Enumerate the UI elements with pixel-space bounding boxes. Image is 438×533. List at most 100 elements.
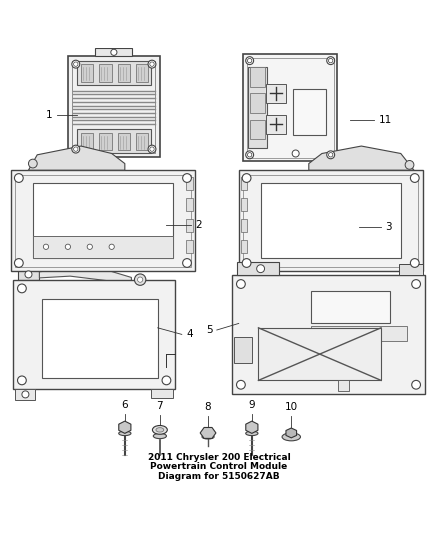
Bar	[239, 170, 423, 271]
Text: Powertrain Control Module: Powertrain Control Module	[150, 462, 288, 471]
Bar	[136, 64, 148, 82]
Circle shape	[237, 280, 245, 288]
Bar	[311, 326, 407, 341]
Bar	[241, 240, 247, 253]
Bar	[186, 240, 193, 253]
Circle shape	[22, 391, 29, 398]
Bar	[234, 336, 252, 363]
Bar	[237, 262, 279, 275]
Bar	[186, 177, 193, 190]
Circle shape	[242, 174, 251, 182]
Bar	[232, 275, 425, 393]
Circle shape	[72, 60, 80, 68]
Circle shape	[72, 145, 80, 153]
Ellipse shape	[202, 435, 214, 439]
Text: 5: 5	[206, 325, 212, 335]
Polygon shape	[200, 427, 216, 439]
Circle shape	[327, 151, 335, 159]
Bar	[33, 236, 173, 258]
Circle shape	[327, 56, 335, 64]
Polygon shape	[286, 428, 297, 438]
Bar	[186, 198, 193, 211]
Bar	[95, 49, 132, 56]
Circle shape	[183, 174, 191, 182]
Bar	[81, 133, 93, 150]
Bar	[399, 264, 423, 275]
Bar	[250, 93, 265, 113]
Bar	[151, 389, 173, 398]
Bar	[15, 174, 191, 266]
Bar	[266, 115, 286, 134]
Bar	[99, 133, 112, 150]
Circle shape	[246, 56, 254, 64]
Text: 10: 10	[285, 402, 298, 412]
Bar	[243, 54, 337, 161]
Bar	[241, 198, 247, 211]
Circle shape	[237, 381, 245, 389]
Bar	[72, 61, 155, 152]
Polygon shape	[309, 146, 414, 170]
Polygon shape	[246, 421, 258, 433]
Circle shape	[410, 259, 419, 268]
Circle shape	[111, 49, 117, 55]
Circle shape	[148, 145, 156, 153]
Ellipse shape	[156, 427, 164, 432]
Circle shape	[14, 174, 23, 182]
Bar	[118, 64, 130, 82]
Polygon shape	[18, 269, 39, 280]
Circle shape	[109, 244, 114, 249]
Circle shape	[18, 376, 26, 385]
Circle shape	[28, 159, 37, 168]
Bar	[261, 183, 401, 258]
Circle shape	[25, 271, 32, 278]
Circle shape	[138, 277, 143, 282]
Bar	[250, 120, 265, 140]
Bar	[250, 67, 265, 87]
Ellipse shape	[153, 433, 166, 439]
Circle shape	[292, 150, 299, 157]
Circle shape	[405, 160, 414, 169]
Circle shape	[162, 376, 171, 385]
Circle shape	[412, 381, 420, 389]
Bar	[293, 89, 326, 135]
Bar	[99, 64, 112, 82]
Bar	[136, 133, 148, 150]
Text: 7: 7	[156, 401, 163, 410]
Bar	[311, 290, 390, 324]
Polygon shape	[28, 146, 125, 170]
Polygon shape	[39, 269, 131, 283]
Circle shape	[87, 244, 92, 249]
Bar	[247, 58, 334, 158]
Bar	[241, 177, 247, 190]
Text: 3: 3	[385, 222, 392, 232]
Ellipse shape	[119, 431, 131, 435]
Text: 4: 4	[186, 329, 193, 340]
Bar	[15, 389, 35, 400]
Text: Diagram for 5150627AB: Diagram for 5150627AB	[158, 472, 280, 481]
Circle shape	[18, 284, 26, 293]
Text: 1: 1	[46, 110, 53, 120]
Bar	[243, 174, 418, 266]
Bar	[33, 183, 173, 258]
Text: 8: 8	[205, 402, 212, 412]
Ellipse shape	[246, 431, 258, 435]
Bar	[81, 64, 93, 82]
Bar	[68, 56, 160, 157]
Circle shape	[43, 244, 49, 249]
Circle shape	[14, 259, 23, 268]
Circle shape	[134, 274, 146, 285]
Bar	[11, 170, 195, 271]
Bar	[77, 61, 151, 85]
Circle shape	[148, 60, 156, 68]
Bar	[186, 219, 193, 232]
Bar	[266, 84, 286, 103]
Bar	[241, 219, 247, 232]
Polygon shape	[119, 421, 131, 433]
Text: 2011 Chrysler 200 Electrical: 2011 Chrysler 200 Electrical	[148, 453, 290, 462]
Circle shape	[183, 259, 191, 268]
Circle shape	[410, 174, 419, 182]
Circle shape	[65, 244, 71, 249]
Text: 9: 9	[248, 400, 255, 410]
Circle shape	[412, 280, 420, 288]
Bar	[248, 67, 267, 148]
